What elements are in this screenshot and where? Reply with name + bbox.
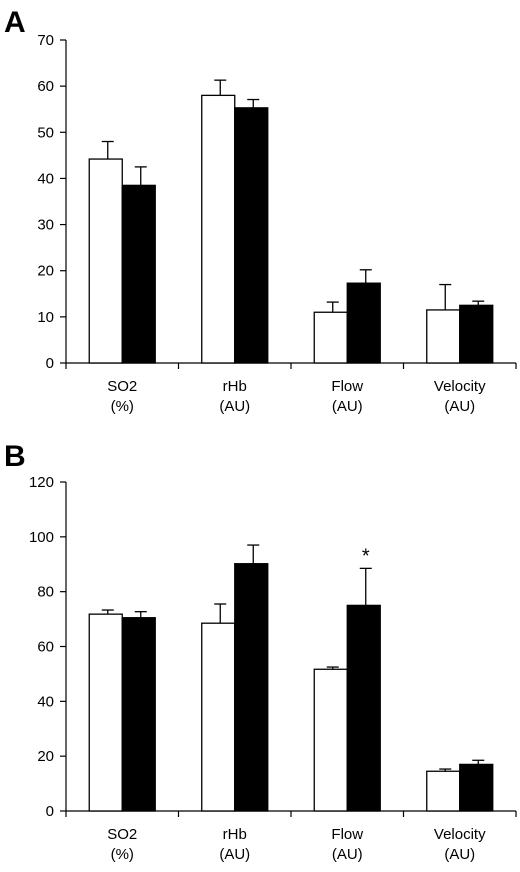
- y-tick-label: 30: [37, 217, 54, 234]
- x-tick-label: SO2: [107, 378, 137, 395]
- x-tick-label: (%): [111, 398, 134, 415]
- bar: [201, 94, 236, 364]
- y-tick-label: 0: [46, 355, 54, 372]
- y-tick-label: 40: [37, 693, 54, 710]
- x-tick-label: (AU): [219, 398, 250, 415]
- y-tick-label: 100: [29, 529, 54, 546]
- panel-label: A: [4, 6, 26, 39]
- x-tick-label: (AU): [219, 846, 250, 863]
- y-tick-label: 80: [37, 584, 54, 601]
- x-tick-label: Flow: [331, 826, 363, 843]
- bar: [346, 282, 381, 364]
- y-tick-label: 20: [37, 748, 54, 765]
- bar-chart-b: 0 20 40 60 80 100 120 SO2 (%) rHb (AU) Flow (AU) Velo…: [29, 474, 517, 863]
- bar: [426, 770, 461, 812]
- bar: [313, 311, 348, 364]
- bar: [88, 613, 123, 812]
- y-tick-label: 20: [37, 263, 54, 280]
- bar: [426, 309, 461, 364]
- bar: [459, 304, 494, 364]
- x-tick-label: rHb: [223, 826, 247, 843]
- bar: [234, 563, 269, 812]
- y-tick-label: 120: [29, 474, 54, 491]
- y-tick-label: 0: [46, 803, 54, 820]
- x-tick-label: (AU): [444, 398, 475, 415]
- y-tick-label: 50: [37, 124, 54, 141]
- bar: [234, 107, 269, 364]
- panel-label: B: [4, 440, 26, 473]
- bar: [313, 668, 348, 812]
- y-tick-label: 60: [37, 78, 54, 95]
- bar: [459, 763, 494, 812]
- y-tick-label: 60: [37, 639, 54, 656]
- panel-a: A 0 10 20 30 40 50 60 70 SO2 (%) rHb (AU) Flow (AU) Ve…: [4, 6, 517, 415]
- x-tick-label: (AU): [444, 846, 475, 863]
- bar-chart-a: 0 10 20 30 40 50 60 70 SO2 (%) rHb (AU) Flow (AU) Velo…: [37, 32, 517, 415]
- bar: [201, 622, 236, 812]
- panel-b: B 0 20 40 60 80 100 120 SO2 (%) rHb (AU) Flow (AU) Ve…: [0, 436, 520, 872]
- x-tick-label: SO2: [107, 826, 137, 843]
- x-tick-label: Velocity: [434, 826, 486, 843]
- y-tick-label: 40: [37, 170, 54, 187]
- x-tick-label: Velocity: [434, 378, 486, 395]
- x-tick-label: rHb: [223, 378, 247, 395]
- y-tick-label: 10: [37, 309, 54, 326]
- bar: [88, 158, 123, 364]
- x-tick-label: Flow: [331, 378, 363, 395]
- y-tick-label: 70: [37, 32, 54, 49]
- bar: [121, 617, 156, 812]
- bar: [346, 604, 381, 812]
- bar: [121, 184, 156, 364]
- x-tick-label: (%): [111, 846, 134, 863]
- significance-marker: *: [362, 545, 370, 567]
- x-tick-label: (AU): [332, 846, 363, 863]
- x-tick-label: (AU): [332, 398, 363, 415]
